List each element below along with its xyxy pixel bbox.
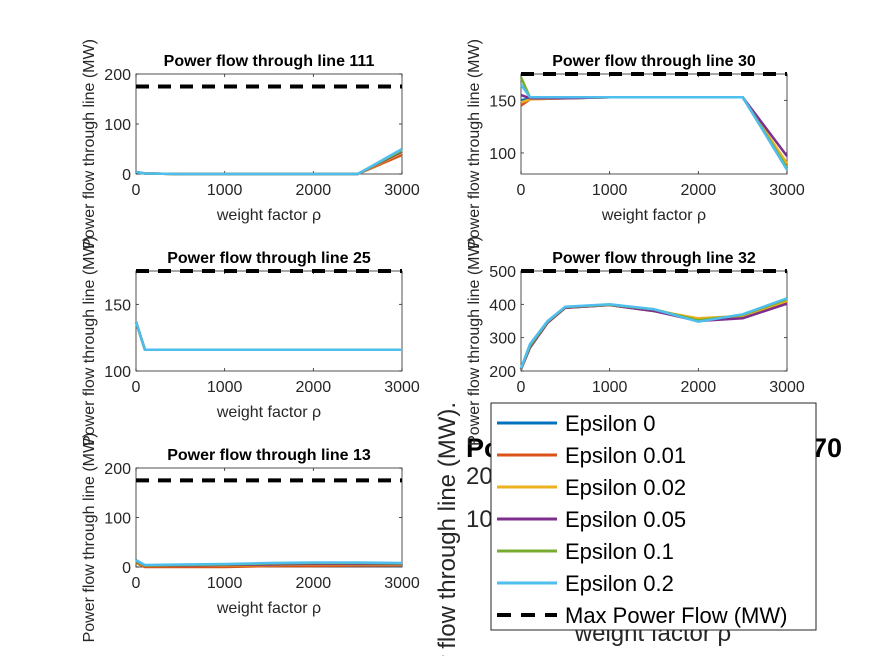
big-panel-ylabel: er flow through line (MW). [434, 402, 461, 656]
legend-entries: Epsilon 0 Epsilon 0.01 Epsilon 0.02 Epsilon… [497, 411, 787, 628]
subplot-title: Power flow through line 30 [552, 53, 756, 70]
y-tick-label: 150 [104, 297, 131, 314]
x-tick-label: 0 [517, 379, 526, 396]
y-tick-label: 300 [489, 331, 516, 348]
y-tick-label: 400 [489, 297, 516, 314]
big-panel-tick-fragment-2: 10 [466, 506, 493, 533]
y-axis-label: Power flow through line (MW) [81, 39, 98, 249]
x-tick-label: 1000 [207, 379, 243, 396]
x-axis-label: weight factor ρ [216, 404, 321, 421]
y-tick-label: 200 [104, 461, 131, 478]
legend-entry-label: Max Power Flow (MW) [565, 603, 787, 628]
y-axis-label: Power flow through line (MW) [81, 236, 98, 446]
big-panel-tick-fragment-1: 20 [466, 463, 493, 490]
y-axis-label: Power flow through line (MW) [466, 39, 483, 249]
y-tick-label: 0 [122, 167, 131, 184]
y-tick-label: 500 [489, 264, 516, 281]
x-tick-label: 3000 [384, 575, 420, 592]
subplot-1: 0 1000 2000 3000 0 100 200 Power flow through l… [81, 39, 420, 249]
legend-entry-label: Epsilon 0.02 [565, 475, 686, 500]
x-axis-label: weight factor ρ [216, 600, 321, 617]
axes-box [520, 270, 788, 372]
y-axis-label: Power flow through line (MW) [466, 236, 483, 446]
axes-box [520, 73, 788, 175]
x-tick-label: 1000 [592, 379, 628, 396]
x-tick-label: 2000 [296, 182, 332, 199]
y-tick-label: 200 [489, 364, 516, 381]
x-tick-label: 2000 [681, 379, 717, 396]
y-tick-label: 150 [489, 93, 516, 110]
x-tick-label: 0 [132, 182, 141, 199]
axes-box [135, 73, 403, 175]
y-tick-label: 0 [122, 560, 131, 577]
legend-entry-label: Epsilon 0.05 [565, 507, 686, 532]
subplot-title: Power flow through line 32 [552, 250, 756, 267]
y-axis-label: Power flow through line (MW) [81, 433, 98, 643]
x-tick-label: 3000 [384, 379, 420, 396]
series-line-6 [134, 321, 402, 351]
legend-entry-label: Epsilon 0 [565, 411, 656, 436]
x-tick-label: 3000 [384, 182, 420, 199]
x-tick-label: 0 [132, 379, 141, 396]
legend-box [490, 402, 817, 631]
series-line-6 [135, 559, 403, 567]
subplot-3: 0 1000 2000 3000 100 150 Power flow through li… [81, 236, 420, 446]
legend-entry-label: Epsilon 0.01 [565, 443, 686, 468]
series-line-6 [519, 297, 788, 369]
x-tick-label: 1000 [592, 182, 628, 199]
big-panel-title-tail: 70 [812, 433, 842, 463]
subplot-title: Power flow through line 13 [167, 447, 371, 464]
x-tick-label: 3000 [769, 182, 805, 199]
x-tick-label: 2000 [296, 575, 332, 592]
subplot-4: 0 1000 2000 3000 200 300 400 500 Power flow thro… [466, 236, 805, 446]
legend-entry-label: Epsilon 0.1 [565, 539, 674, 564]
series-line-6 [519, 83, 789, 171]
x-tick-label: 2000 [296, 379, 332, 396]
axes-box [135, 467, 403, 568]
axes-box [135, 270, 403, 372]
subplot-2: 0 1000 2000 3000 100 150 Power flow through li… [466, 39, 805, 249]
x-tick-label: 1000 [207, 575, 243, 592]
legend-entry-label: Epsilon 0.2 [565, 571, 674, 596]
y-tick-label: 100 [104, 511, 131, 528]
series-line-6 [135, 147, 403, 176]
y-tick-label: 200 [104, 67, 131, 84]
subplot-title: Power flow through line 25 [167, 250, 371, 267]
x-tick-label: 3000 [769, 379, 805, 396]
y-tick-label: 100 [489, 146, 516, 163]
y-tick-label: 100 [104, 117, 131, 134]
x-tick-label: 1000 [207, 182, 243, 199]
y-tick-label: 100 [104, 364, 131, 381]
x-tick-label: 0 [132, 575, 141, 592]
x-tick-label: 2000 [681, 182, 717, 199]
subplot-5: 0 1000 2000 3000 0 100 200 Power flow through l… [81, 433, 420, 643]
x-tick-label: 0 [517, 182, 526, 199]
x-axis-label: weight factor ρ [601, 207, 706, 224]
subplot-title: Power flow through line 111 [164, 53, 375, 70]
x-axis-label: weight factor ρ [216, 207, 321, 224]
legend: Epsilon 0 Epsilon 0.01 Epsilon 0.02 Epsilon… [490, 402, 817, 631]
